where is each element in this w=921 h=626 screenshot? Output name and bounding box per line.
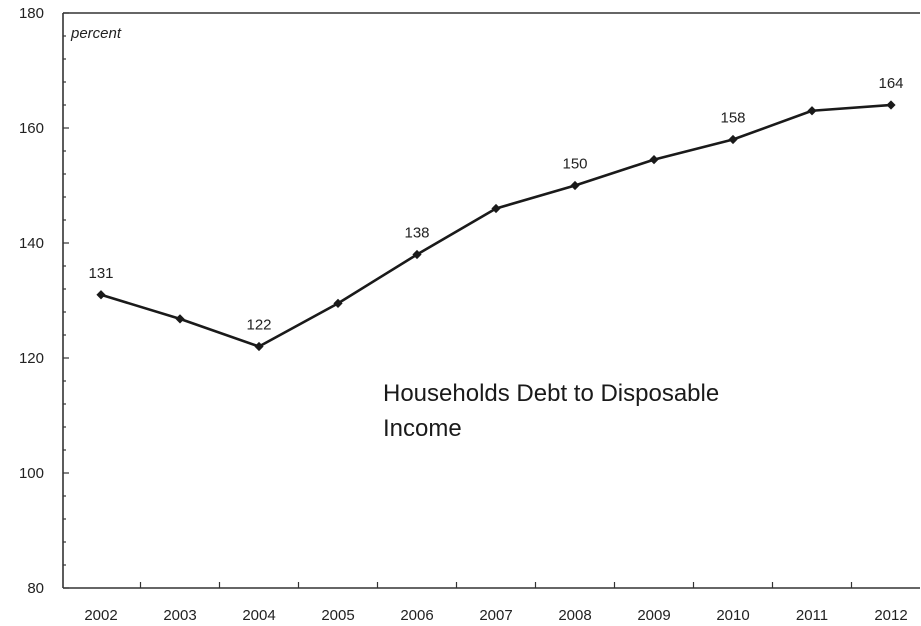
data-point-marker (728, 134, 738, 145)
x-tick-label: 2007 (479, 607, 512, 624)
axes (62, 12, 920, 589)
annotation-line-2: Income (383, 415, 462, 442)
x-tick-label: 2010 (716, 607, 749, 624)
data-label: 131 (88, 265, 113, 282)
data-label: 122 (246, 317, 271, 334)
data-label: 150 (562, 156, 587, 173)
data-point-marker (333, 298, 343, 308)
data-point-marker (254, 341, 264, 352)
data-point-marker (491, 203, 501, 214)
series-line (100, 103, 892, 348)
data-point-marker (96, 290, 106, 300)
data-point-marker (649, 155, 659, 165)
x-tick-label: 2009 (637, 607, 670, 624)
y-tick-label: 120 (19, 350, 44, 367)
data-point-marker (570, 180, 580, 191)
data-labels: 131 122 138 150 158 164 (88, 75, 903, 334)
ticks: 80 100 120 140 160 180 2002 2003 2004 2005 2006 200… (19, 5, 908, 624)
data-point-marker (175, 314, 185, 324)
y-tick-label: 180 (19, 5, 44, 22)
x-tick-label: 2002 (84, 607, 117, 624)
y-tick-label: 100 (19, 465, 44, 482)
x-tick-label: 2006 (400, 607, 433, 624)
x-tick-label: 2012 (874, 607, 907, 624)
chart-annotation: Households Debt to Disposable Income (383, 380, 726, 442)
data-label: 158 (720, 110, 745, 127)
x-tick-label: 2004 (242, 607, 275, 624)
data-point-marker (886, 100, 896, 110)
y-tick-label: 80 (27, 580, 44, 597)
y-tick-label: 140 (19, 235, 44, 252)
x-tick-label: 2008 (558, 607, 591, 624)
data-label: 138 (404, 225, 429, 242)
x-tick-label: 2003 (163, 607, 196, 624)
unit-label: percent (70, 25, 122, 42)
annotation-line-1: Households Debt to Disposable (383, 380, 719, 407)
x-tick-label: 2005 (321, 607, 354, 624)
series (96, 100, 896, 352)
data-point-marker (807, 106, 817, 116)
data-label: 164 (878, 75, 903, 92)
x-tick-label: 2011 (796, 607, 828, 624)
data-point-marker (412, 249, 422, 260)
y-tick-label: 160 (19, 120, 44, 137)
